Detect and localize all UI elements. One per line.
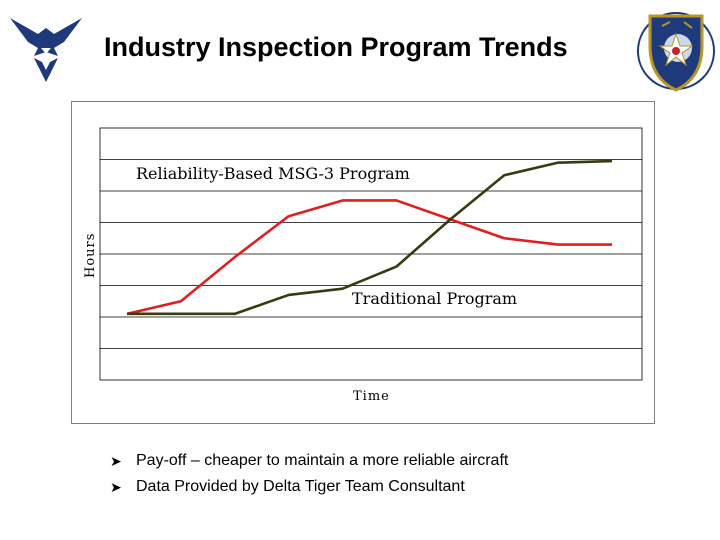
line-chart: Reliability-Based MSG-3 Program Traditio… (83, 127, 643, 404)
traditional-series-line (127, 159, 613, 316)
y-axis-label: Hours (83, 233, 98, 278)
reliability-series-label: Reliability-Based MSG-3 Program (136, 164, 410, 183)
arrow-bullet-icon: ➤ (110, 479, 122, 495)
traditional-series-label: Traditional Program (352, 289, 517, 308)
chart-series (126, 159, 613, 316)
slide-title: Industry Inspection Program Trends (104, 32, 568, 62)
x-axis-label: Time (353, 389, 390, 404)
air-force-symbol-logo (10, 18, 82, 82)
command-shield-logo (637, 12, 715, 92)
bullet-item: ➤ Pay-off – cheaper to maintain a more r… (110, 448, 508, 474)
bullet-item: ➤ Data Provided by Delta Tiger Team Cons… (110, 474, 508, 500)
chart-frame: Reliability-Based MSG-3 Program Traditio… (71, 101, 655, 424)
bullet-text: Pay-off – cheaper to maintain a more rel… (136, 452, 509, 469)
arrow-bullet-icon: ➤ (110, 453, 122, 469)
reliability-series-line (126, 199, 612, 316)
bullet-text: Data Provided by Delta Tiger Team Consul… (136, 478, 465, 495)
bullet-list: ➤ Pay-off – cheaper to maintain a more r… (110, 448, 508, 500)
chart-grid (99, 127, 643, 381)
